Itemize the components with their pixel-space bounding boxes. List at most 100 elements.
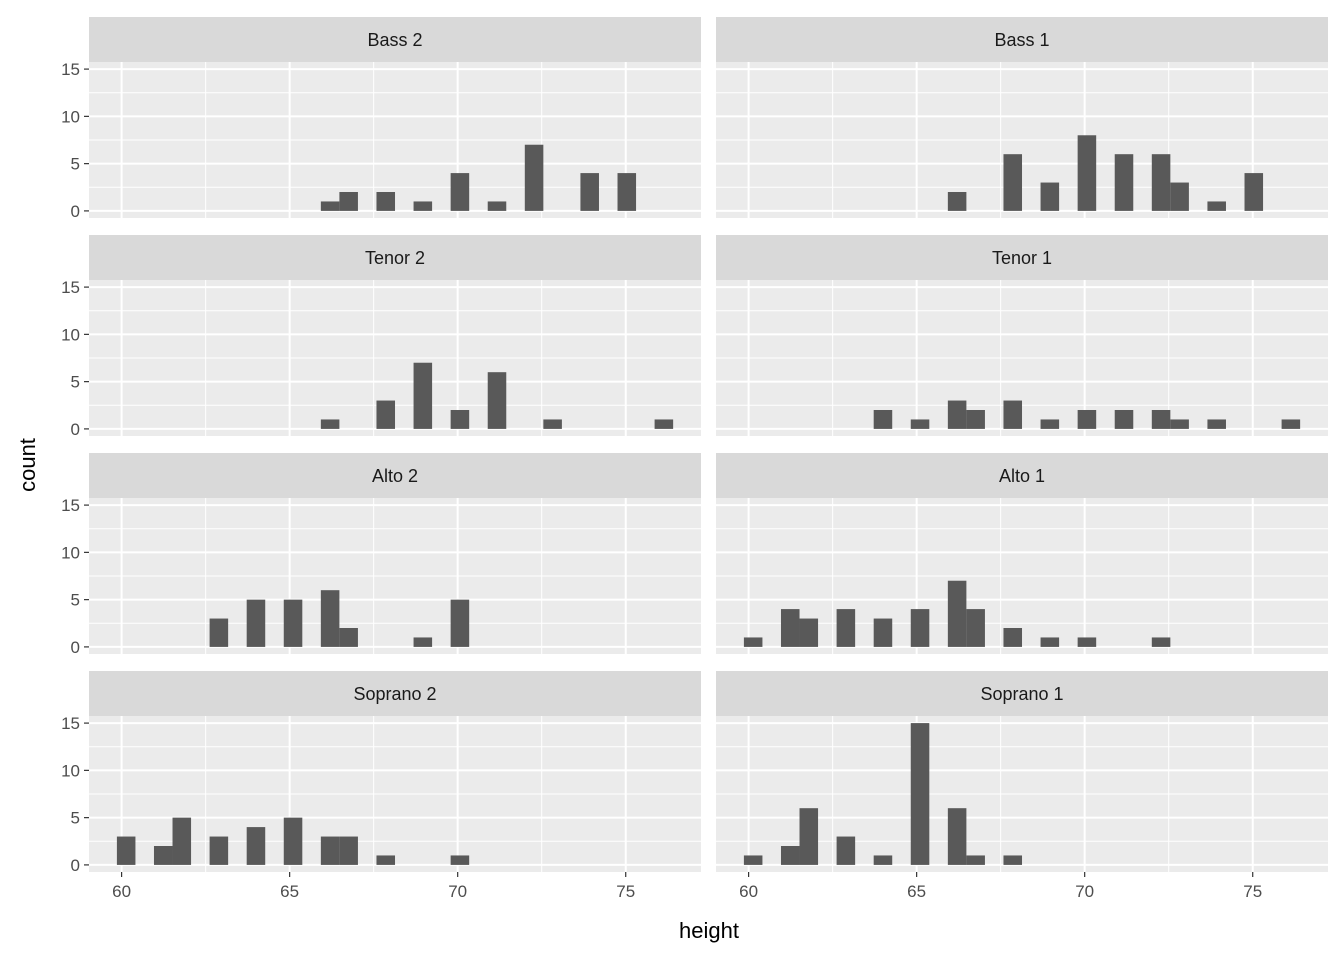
histogram-bar xyxy=(450,855,470,865)
histogram-bar xyxy=(836,836,856,865)
histogram-bar xyxy=(1170,182,1189,211)
histogram-bar xyxy=(413,362,433,429)
histogram-bar xyxy=(1040,182,1060,211)
y-tick-label: 10 xyxy=(61,543,80,562)
histogram-bar xyxy=(320,836,340,865)
histogram-bar xyxy=(487,372,507,429)
histogram-bar xyxy=(153,846,173,865)
histogram-bar xyxy=(873,618,893,647)
histogram-bar xyxy=(1003,154,1023,211)
histogram-bar xyxy=(947,808,967,865)
histogram-bar xyxy=(283,817,303,865)
y-tick-label: 5 xyxy=(71,591,80,610)
y-tick-label: 0 xyxy=(71,856,80,875)
facet-panel: Soprano 2 0 5 10 15 60 65 70 75 xyxy=(61,671,701,901)
histogram-bar xyxy=(743,855,763,865)
histogram-bar xyxy=(910,609,930,647)
histogram-bar xyxy=(947,400,967,429)
histogram-bar xyxy=(1207,201,1226,211)
facet-strip xyxy=(716,453,1328,498)
facet-strip-label: Alto 2 xyxy=(372,466,418,486)
histogram-bar xyxy=(743,637,763,647)
facet-panel: Tenor 2 0 5 10 15 xyxy=(61,235,701,439)
histogram-bar xyxy=(799,618,819,647)
histogram-bar xyxy=(836,609,856,647)
histogram-bar xyxy=(209,618,229,647)
facet-panel: Tenor 1 xyxy=(716,235,1328,436)
histogram-bar xyxy=(320,419,340,429)
histogram-bar xyxy=(780,846,800,865)
histogram-bar xyxy=(966,609,985,647)
histogram-bar xyxy=(116,836,136,865)
y-tick-label: 15 xyxy=(61,278,80,297)
facet-strip-label: Bass 1 xyxy=(994,30,1049,50)
histogram-bar xyxy=(283,599,303,647)
histogram-bar xyxy=(799,808,819,865)
facet-panel: Bass 2 0 5 10 15 xyxy=(61,17,701,221)
x-axis-title: height xyxy=(679,918,739,943)
facet-panel: Bass 1 xyxy=(716,17,1328,218)
histogram-bar xyxy=(339,192,358,211)
histogram-bar xyxy=(246,599,266,647)
histogram-bar xyxy=(172,817,192,865)
facet-strip-label: Soprano 1 xyxy=(980,684,1063,704)
y-tick-label: 15 xyxy=(61,60,80,79)
histogram-bar xyxy=(1151,154,1171,211)
facet-strip-label: Alto 1 xyxy=(999,466,1045,486)
histogram-bar xyxy=(376,855,396,865)
histogram-bar xyxy=(910,723,930,865)
histogram-bar xyxy=(780,609,800,647)
histogram-bar xyxy=(376,400,396,429)
histogram-bar xyxy=(320,590,340,647)
facet-strip-label: Tenor 2 xyxy=(365,248,425,268)
y-tick-label: 10 xyxy=(61,107,80,126)
histogram-bar xyxy=(1040,419,1060,429)
facet-strip-label: Soprano 2 xyxy=(353,684,436,704)
histogram-bar xyxy=(1151,410,1171,429)
histogram-bar xyxy=(1281,419,1301,429)
histogram-bar xyxy=(376,192,396,211)
histogram-bar xyxy=(1077,410,1097,429)
facet-strip xyxy=(716,671,1328,716)
y-tick-label: 15 xyxy=(61,714,80,733)
histogram-bar xyxy=(966,855,985,865)
histogram-bar xyxy=(413,637,433,647)
y-tick-label: 0 xyxy=(71,202,80,221)
y-tick-label: 5 xyxy=(71,155,80,174)
histogram-bar xyxy=(339,836,358,865)
histogram-bar xyxy=(947,580,967,647)
histogram-bar xyxy=(450,173,470,211)
facet-panel: Soprano 1 60 65 70 75 xyxy=(716,671,1328,901)
y-tick-label: 5 xyxy=(71,809,80,828)
histogram-bar xyxy=(873,855,893,865)
facet-strip xyxy=(89,235,701,280)
histogram-bar xyxy=(1151,637,1171,647)
facet-panel: Alto 1 xyxy=(716,453,1328,654)
histogram-bar xyxy=(1170,419,1189,429)
x-tick-label: 60 xyxy=(112,882,131,901)
histogram-bar xyxy=(246,827,266,865)
y-tick-label: 10 xyxy=(61,761,80,780)
y-tick-label: 0 xyxy=(71,420,80,439)
histogram-bar xyxy=(580,173,599,211)
facet-panel: Alto 2 0 5 10 15 xyxy=(61,453,701,657)
histogram-bar xyxy=(413,201,433,211)
histogram-bar xyxy=(339,628,358,647)
x-tick-label: 75 xyxy=(616,882,635,901)
facet-strip xyxy=(89,17,701,62)
histogram-bar xyxy=(1003,628,1023,647)
histogram-bar xyxy=(1114,154,1134,211)
y-tick-label: 15 xyxy=(61,496,80,515)
histogram-bar xyxy=(966,410,985,429)
histogram-bar xyxy=(1114,410,1134,429)
x-tick-label: 75 xyxy=(1243,882,1262,901)
histogram-bar xyxy=(873,410,893,429)
histogram-bar xyxy=(1077,637,1097,647)
histogram-bar xyxy=(1003,400,1023,429)
facet-strip-label: Tenor 1 xyxy=(992,248,1052,268)
histogram-bar xyxy=(450,410,470,429)
histogram-bar xyxy=(1003,855,1023,865)
histogram-bar xyxy=(487,201,507,211)
x-tick-label: 65 xyxy=(280,882,299,901)
